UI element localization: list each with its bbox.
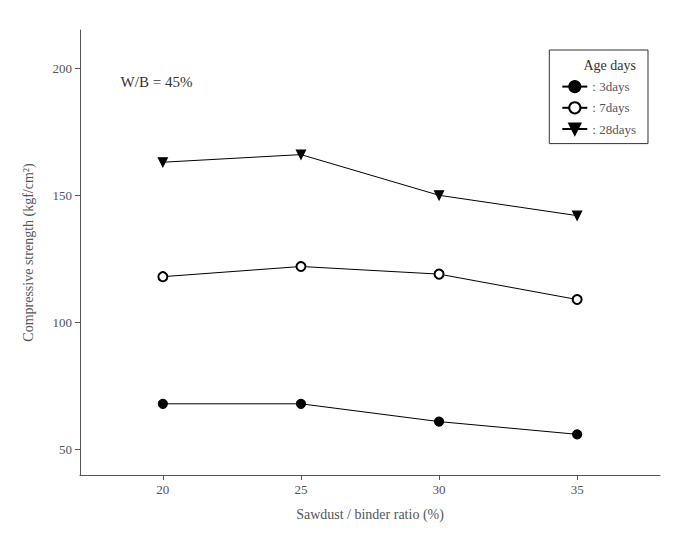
svg-text:100: 100 <box>53 315 73 330</box>
svg-text:: 28days: : 28days <box>592 122 636 137</box>
svg-text:25: 25 <box>294 482 307 497</box>
svg-text:: 7days: : 7days <box>592 100 629 115</box>
svg-text:150: 150 <box>53 188 73 203</box>
svg-text:35: 35 <box>571 482 584 497</box>
svg-text:W/B = 45%: W/B = 45% <box>121 74 193 90</box>
svg-text:20: 20 <box>156 482 169 497</box>
svg-text:: 3days: : 3days <box>592 79 629 94</box>
svg-text:50: 50 <box>59 442 72 457</box>
svg-text:200: 200 <box>53 61 73 76</box>
svg-text:30: 30 <box>433 482 446 497</box>
svg-text:Compressive strength (kgf/cm²): Compressive strength (kgf/cm²) <box>21 163 37 342</box>
svg-text:Sawdust / binder ratio (%): Sawdust / binder ratio (%) <box>296 507 444 523</box>
